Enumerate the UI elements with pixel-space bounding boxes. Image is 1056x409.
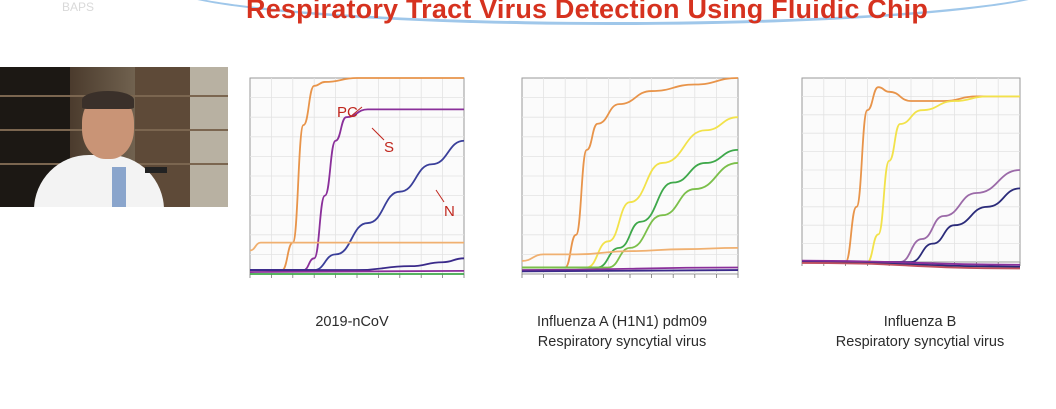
series-group <box>801 86 1021 270</box>
chart-influenza-b-svg <box>801 77 1021 270</box>
series-line-3 <box>249 241 464 252</box>
chart-2019-ncov: PC S N <box>232 72 472 308</box>
chart-2019-ncov-svg: PC S N <box>249 77 465 278</box>
series-line-0 <box>522 77 739 269</box>
caption-line: 2019-nCoV <box>315 314 389 330</box>
annotation-pc-pointer <box>349 106 363 118</box>
series-line-4 <box>801 261 1021 268</box>
caption-line: Respiratory syncytial virus <box>537 334 707 350</box>
presenter-video <box>0 67 228 207</box>
series-line-6 <box>521 269 739 273</box>
annotation-n-pointer <box>435 189 445 203</box>
series-group <box>249 77 465 275</box>
series-line-3 <box>522 162 739 269</box>
chart-2019-ncov-caption: 2019-nCoV <box>232 312 472 332</box>
chart-influenza-b <box>782 72 1026 294</box>
series-line-pc <box>250 77 464 271</box>
series-line-1 <box>801 95 1020 263</box>
microphone <box>145 167 167 173</box>
chart-influenza-b-caption: Influenza B Respiratory syncytial virus <box>800 312 1040 352</box>
series-line-4 <box>250 257 465 271</box>
annotation-pc: PC <box>337 104 358 121</box>
series-line-4 <box>521 246 739 262</box>
caption-line: Influenza A (H1N1) pdm09 <box>536 314 708 330</box>
chart-influenza-a-caption: Influenza A (H1N1) pdm09 Respiratory syn… <box>494 312 750 352</box>
annotation-s-pointer <box>371 127 385 141</box>
logo-text: BAPS <box>62 0 95 14</box>
window-background <box>190 67 228 207</box>
series-group <box>521 77 739 273</box>
slide-title: Respiratory Tract Virus Detection Using … <box>246 0 929 24</box>
series-line-6 <box>249 269 465 273</box>
presenter-hair <box>82 91 134 109</box>
presenter-tie <box>112 167 126 207</box>
annotation-s: S <box>384 139 394 156</box>
series-line-5 <box>801 259 1021 266</box>
series-line-s <box>250 108 464 271</box>
caption-line: Influenza B <box>883 314 957 330</box>
caption-line: Respiratory syncytial virus <box>835 334 1005 350</box>
series-line-6 <box>801 262 1021 270</box>
annotation-n: N <box>444 203 455 220</box>
plot-grid <box>249 78 465 278</box>
chart-influenza-a-svg <box>521 77 739 278</box>
chart-influenza-a <box>500 72 744 308</box>
plot-grid <box>521 78 739 278</box>
series-line-5 <box>521 266 739 271</box>
series-line-0 <box>801 86 1020 263</box>
